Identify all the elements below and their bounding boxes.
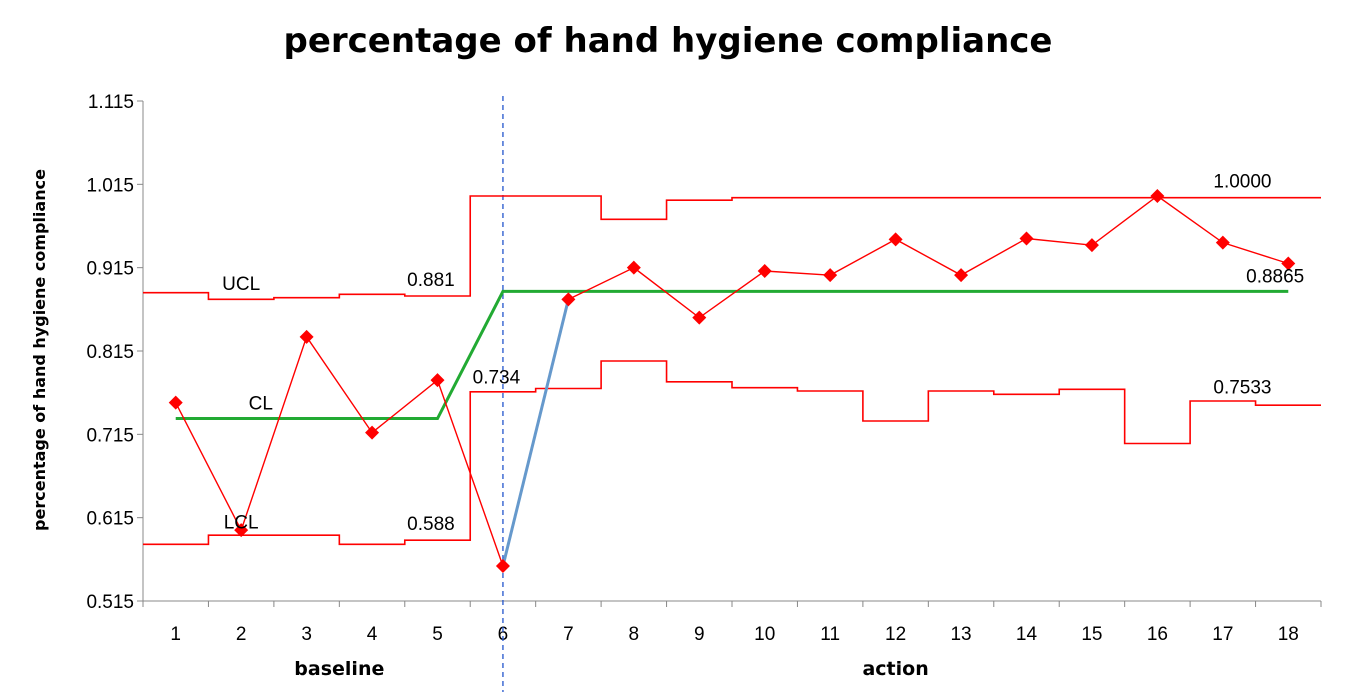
x-tick-label: 7 <box>563 624 574 645</box>
x-tick-label: 9 <box>694 624 705 645</box>
x-tick-label: 5 <box>432 624 443 645</box>
x-tick-label: 18 <box>1278 624 1299 645</box>
data-point <box>823 268 838 283</box>
x-tick-label: 10 <box>754 624 775 645</box>
annotation-label: 0.588 <box>407 514 455 535</box>
y-tick-label: 0.515 <box>86 592 134 613</box>
annotation-label: 0.881 <box>407 270 455 291</box>
data-point <box>692 310 707 325</box>
data-point <box>954 268 969 283</box>
x-tick-label: 13 <box>950 624 971 645</box>
y-tick-label: 1.015 <box>86 175 134 196</box>
data-point <box>626 260 641 275</box>
observed-line-action <box>568 195 1289 319</box>
data-point <box>561 292 576 307</box>
data-point <box>234 523 249 538</box>
y-tick-label: 0.815 <box>86 342 134 363</box>
data-point <box>495 559 510 573</box>
data-point <box>1019 231 1034 246</box>
y-tick-label: 1.115 <box>88 92 134 113</box>
x-tick-label: 11 <box>820 624 840 645</box>
annotation-label: CL <box>249 393 273 414</box>
center-line <box>175 289 1289 420</box>
x-tick-label: 2 <box>236 624 247 645</box>
data-point <box>1281 256 1296 271</box>
observed-line-baseline <box>175 335 504 567</box>
annotation-label: 0.7533 <box>1213 378 1271 399</box>
annotation-label: 1.0000 <box>1213 172 1271 193</box>
annotation-label: 0.8865 <box>1246 267 1304 288</box>
series-lines <box>143 96 1321 692</box>
ucl-line <box>143 195 1321 301</box>
annotation-label: 0.734 <box>473 368 521 389</box>
x-tick-label: 6 <box>498 624 509 645</box>
data-point <box>365 425 380 440</box>
x-tick-label: 4 <box>367 624 378 645</box>
data-point <box>299 329 314 344</box>
data-point <box>757 264 772 278</box>
data-point <box>1150 189 1165 203</box>
y-tick-label: 0.715 <box>86 425 134 446</box>
phase-label: action <box>862 658 928 680</box>
x-tick-label: 1 <box>170 624 181 645</box>
x-tick-label: 14 <box>1016 624 1038 645</box>
data-points <box>168 189 1296 573</box>
phase-label: baseline <box>294 658 384 680</box>
data-point <box>1215 235 1230 250</box>
data-point <box>1084 238 1099 253</box>
x-tick-label: 3 <box>301 624 312 645</box>
annotation-label: LCL <box>224 513 259 534</box>
y-tick-label: 0.615 <box>86 509 134 530</box>
data-point <box>888 232 903 247</box>
y-tick-label: 0.915 <box>86 259 134 280</box>
x-tick-label: 15 <box>1081 624 1102 645</box>
data-point <box>430 373 445 388</box>
lcl-line <box>143 360 1321 546</box>
phase-connector-line <box>501 298 570 567</box>
x-tick-label: 8 <box>629 624 640 645</box>
annotation-label: UCL <box>222 274 260 295</box>
chart-title: percentage of hand hygiene compliance <box>283 21 1052 61</box>
annotations: UCL CL LCL 0.881 0.734 0.588 1.0000 0.8865 0.753… <box>222 172 1304 536</box>
data-point <box>168 395 183 410</box>
x-tick-label: 17 <box>1212 624 1233 645</box>
y-axis-label: percentage of hand hygiene compliance <box>30 169 49 531</box>
x-tick-label: 16 <box>1147 624 1168 645</box>
x-tick-label: 12 <box>885 624 906 645</box>
